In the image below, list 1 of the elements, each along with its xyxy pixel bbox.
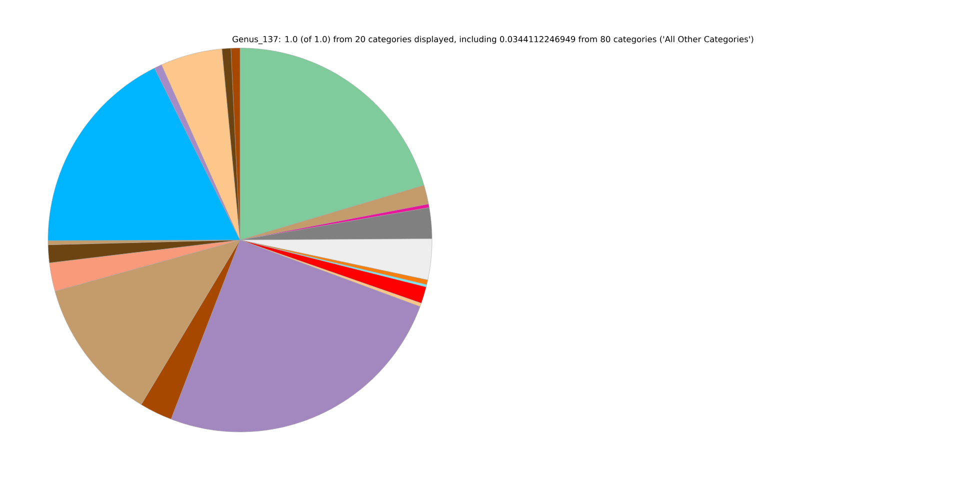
text: Genus_137: 1.0 (of 1.0) from 20 categories displayed, including 0.0344112246949 from 80 categories ('All Other Categories') [232, 36, 754, 44]
